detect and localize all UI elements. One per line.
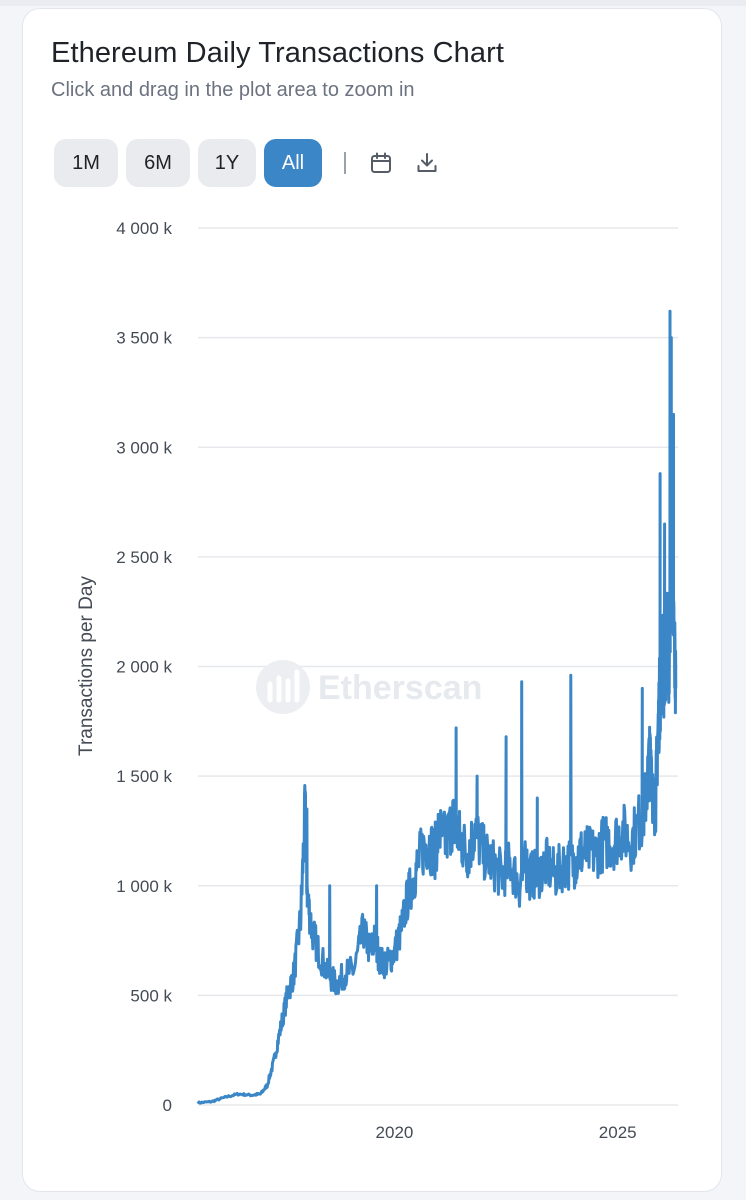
y-axis-ticks: 0 500 k 1 000 k 1 500 k 2 000 k 2 500 k 3 000 … [116,219,172,1115]
y-tick-label: 3 500 k [116,329,172,348]
grid-lines [198,227,678,1106]
range-toolbar: 1M 6M 1Y All [54,139,460,187]
page-title: Ethereum Daily Transactions Chart [51,37,504,69]
x-axis-ticks: 2020 2025 [376,1123,637,1142]
etherscan-logo-icon [256,660,310,714]
range-button-1y[interactable]: 1Y [198,139,256,187]
range-button-6m[interactable]: 6M [126,139,190,187]
range-button-all[interactable]: All [264,139,322,187]
y-tick-label: 1 500 k [116,767,172,786]
x-tick-label: 2025 [599,1123,637,1142]
range-button-1m[interactable]: 1M [54,139,118,187]
toolbar-separator [344,152,346,174]
watermark-text: Etherscan [318,669,482,707]
series-line[interactable] [196,309,678,1105]
download-icon[interactable] [414,150,440,176]
calendar-icon[interactable] [368,150,394,176]
watermark: Etherscan [256,660,482,714]
y-tick-label: 4 000 k [116,219,172,238]
y-tick-label: 0 [163,1096,172,1115]
y-tick-label: 3 000 k [116,438,172,457]
y-tick-label: 2 500 k [116,548,172,567]
y-axis-label: Transactions per Day [76,576,97,756]
y-tick-label: 2 000 k [116,658,172,677]
page-subtitle: Click and drag in the plot area to zoom … [51,79,415,101]
top-strip [0,0,746,6]
y-tick-label: 1 000 k [116,877,172,896]
x-tick-label: 2020 [376,1123,414,1142]
y-tick-label: 500 k [130,986,172,1005]
logo-bars [267,669,300,703]
